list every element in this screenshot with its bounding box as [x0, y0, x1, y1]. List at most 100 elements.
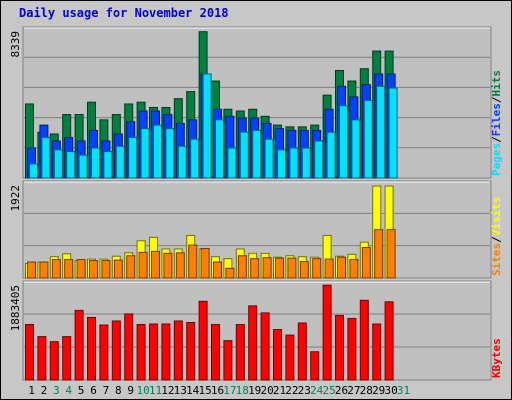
bar-kbytes-day-2	[37, 336, 47, 381]
bar-kbytes-day-10	[136, 324, 146, 381]
bar-sites-day-1	[27, 261, 36, 279]
x-tick-label-day-21: 21	[273, 384, 286, 397]
bar-kbytes-day-5	[74, 309, 84, 381]
bar-pages-day-12	[165, 128, 175, 179]
x-tick-label-day-30: 30	[384, 384, 397, 397]
x-tick-label-day-16: 16	[211, 384, 224, 397]
bar-pages-day-2	[41, 136, 51, 179]
bar-sites-day-10	[138, 251, 148, 279]
bar-sites-day-29	[374, 229, 384, 279]
bar-sites-day-11	[151, 250, 160, 279]
bar-sites-day-15	[200, 247, 210, 279]
bar-pages-day-15	[202, 73, 212, 179]
bar-pages-day-26	[339, 105, 348, 179]
bar-sites-day-19	[250, 258, 260, 279]
x-tick-label-day-1: 1	[28, 384, 35, 397]
bar-pages-day-24	[314, 140, 324, 179]
bar-sites-day-17	[225, 267, 235, 279]
x-tick-label-day-12: 12	[161, 384, 174, 397]
bar-kbytes-day-24	[310, 351, 320, 381]
bar-pages-day-6	[91, 147, 100, 179]
x-tick-label-day-15: 15	[198, 384, 211, 397]
bar-sites-day-8	[113, 259, 123, 279]
bar-sites-day-27	[349, 259, 359, 279]
bar-sites-day-16	[213, 261, 222, 279]
legend-separator: /	[490, 136, 503, 143]
legend-hits: Hits	[490, 70, 503, 97]
x-tick-label-day-20: 20	[260, 384, 273, 397]
bar-pages-day-4	[66, 151, 76, 179]
x-tick-label-day-26: 26	[335, 384, 348, 397]
bar-sites-day-30	[386, 229, 396, 279]
x-tick-label-day-3: 3	[53, 384, 60, 397]
x-tick-label-day-10: 10	[136, 384, 149, 397]
bar-pages-day-13	[177, 145, 187, 179]
x-tick-label-day-11: 11	[149, 384, 162, 397]
x-tick-label-day-25: 25	[322, 384, 335, 397]
bar-pages-day-3	[53, 149, 63, 179]
bar-kbytes-day-20	[260, 312, 270, 381]
bar-pages-day-22	[289, 147, 299, 179]
bar-sites-day-5	[76, 259, 86, 279]
x-tick-label-day-19: 19	[248, 384, 261, 397]
bar-kbytes-day-1	[25, 324, 34, 381]
bar-pages-day-17	[227, 147, 237, 179]
bar-sites-day-18	[237, 255, 247, 279]
legend-pages: Pages	[490, 143, 503, 176]
legend-separator: /	[490, 236, 503, 243]
legend-bottom: KBytes	[490, 338, 503, 378]
bar-kbytes-day-19	[248, 305, 258, 381]
bar-sites-day-23	[299, 261, 309, 279]
y-axis-max-label: 1922	[9, 185, 22, 212]
bar-kbytes-day-26	[335, 314, 344, 381]
bar-kbytes-day-29	[372, 323, 382, 381]
bar-sites-day-25	[324, 258, 334, 279]
bar-sites-day-20	[262, 257, 272, 279]
bar-sites-day-3	[51, 259, 61, 279]
bar-kbytes-day-16	[211, 324, 220, 381]
legend-kbytes: KBytes	[490, 338, 503, 378]
bar-pages-day-23	[301, 147, 311, 179]
bar-kbytes-day-11	[149, 323, 158, 381]
bar-kbytes-day-25	[322, 284, 332, 381]
bar-pages-day-30	[388, 87, 398, 179]
bar-kbytes-day-18	[235, 324, 245, 381]
x-tick-label-day-18: 18	[236, 384, 249, 397]
bar-kbytes-day-23	[297, 322, 307, 381]
x-tick-label-day-4: 4	[65, 384, 72, 397]
legend-files: Files	[490, 103, 503, 136]
bar-pages-day-25	[326, 131, 336, 179]
legend-visits: Visits	[490, 197, 503, 237]
bar-kbytes-day-8	[111, 320, 121, 381]
x-tick-label-day-23: 23	[298, 384, 311, 397]
x-tick-label-day-8: 8	[115, 384, 122, 397]
bar-sites-day-14	[188, 244, 198, 279]
bar-pages-day-19	[252, 129, 262, 179]
bar-kbytes-day-30	[384, 301, 394, 381]
bar-kbytes-day-22	[285, 334, 295, 381]
bar-pages-day-10	[140, 128, 150, 179]
x-tick-label-day-13: 13	[174, 384, 187, 397]
x-tick-label-day-24: 24	[310, 384, 324, 397]
bar-pages-day-7	[103, 151, 113, 179]
bar-kbytes-day-27	[347, 317, 357, 381]
bar-kbytes-day-28	[359, 299, 369, 381]
legend-middle: Sites/Visits	[490, 197, 503, 277]
x-tick-label-day-6: 6	[90, 384, 97, 397]
x-tick-label-day-5: 5	[78, 384, 85, 397]
bar-sites-day-6	[89, 260, 98, 279]
bar-sites-day-28	[361, 247, 371, 279]
x-tick-label-day-14: 14	[186, 384, 200, 397]
legend-separator: /	[490, 96, 503, 103]
x-tick-label-day-9: 9	[127, 384, 134, 397]
x-tick-label-day-22: 22	[285, 384, 298, 397]
bar-sites-day-24	[312, 258, 322, 279]
bar-pages-day-21	[277, 149, 286, 179]
bar-kbytes-day-15	[198, 300, 208, 381]
bar-sites-day-26	[337, 256, 346, 279]
y-axis-max-label: 1883405	[9, 285, 22, 331]
bar-kbytes-day-13	[173, 320, 183, 381]
x-tick-label-day-2: 2	[41, 384, 48, 397]
